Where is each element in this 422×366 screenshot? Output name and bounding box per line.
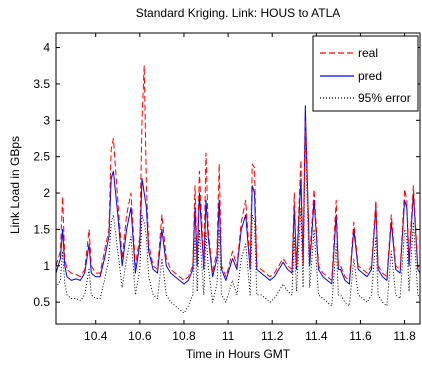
series-group [55,65,421,314]
y-tick-label: 3.5 [33,77,50,91]
legend-label-error: 95% error [358,91,411,105]
y-tick-label: 1.5 [33,222,50,236]
x-tick-label: 11.8 [393,329,416,343]
legend-box [312,35,419,112]
chart-title: Standard Kriging. Link: HOUS to ATLA [136,6,341,20]
x-tick-label: 11.6 [349,329,372,343]
x-tick-label: 10.8 [172,329,196,343]
y-axis-label: Link Load in GBps [8,136,22,234]
y-tick-label: 1 [43,259,50,273]
y-tick-label: 4 [43,41,50,55]
plot-frame [55,32,421,325]
x-axis-label: Time in Hours GMT [186,347,291,361]
series-line-real [55,65,421,281]
legend: real pred 95% error [312,35,419,112]
x-tick-label: 11.2 [261,329,284,343]
x-tick-label: 10.4 [84,329,108,343]
series-line-95-error [55,134,421,314]
y-tick-label: 2.5 [33,150,50,164]
x-tick-label: 11 [222,329,235,343]
y-tick-label: 3 [43,113,50,127]
x-tick-label: 10.6 [128,329,152,343]
legend-label-pred: pred [358,69,382,83]
x-tick-label: 11.4 [305,329,328,343]
legend-label-real: real [358,46,378,60]
y-tick-label: 0.5 [33,295,50,309]
y-tick-label: 2 [43,186,50,200]
